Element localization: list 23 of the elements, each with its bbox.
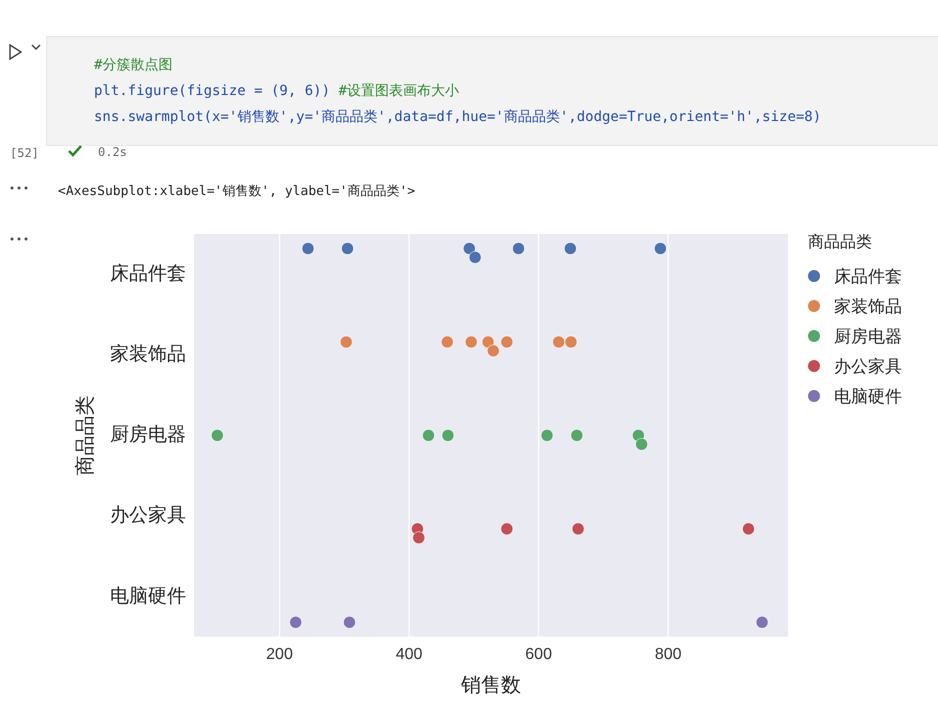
legend-label: 家装饰品	[834, 296, 902, 318]
legend-label: 床品件套	[834, 266, 902, 288]
legend-label: 电脑硬件	[834, 386, 902, 408]
x-tick-label: 600	[525, 646, 552, 663]
text: <AxesSubplot:xlabel='销售数', ylabel='商品品类'>	[58, 183, 416, 200]
legend-label: 厨房电器	[834, 326, 902, 348]
y-tick-label: 床品件套	[110, 262, 186, 285]
text: #分簇散点图	[94, 56, 172, 74]
y-tick-label: 家装饰品	[110, 343, 186, 366]
x-tick-label: 800	[654, 646, 682, 663]
x-axis-title: 销售数	[460, 674, 521, 697]
text: [52]	[10, 146, 39, 160]
text: 0.2s	[98, 145, 127, 159]
legend-label: 办公家具	[834, 356, 902, 378]
y-tick-label: 电脑硬件	[110, 586, 186, 607]
x-tick-label: 200	[266, 646, 293, 663]
x-tick-label: 400	[396, 646, 423, 663]
y-axis-title: 商品品类	[74, 395, 97, 476]
y-tick-label: 厨房电器	[110, 424, 186, 446]
text: sns.swarmplot(x='销售数',y='商品品类',data=df,hue='商品品类',dodge=True,orient='h',size=8)	[94, 108, 822, 126]
y-tick-label: 办公家具	[110, 504, 186, 526]
legend-title: 商品品类	[808, 232, 873, 253]
text: plt.figure(figsize = (9, 6)) #设置图表画布大小	[94, 82, 459, 100]
